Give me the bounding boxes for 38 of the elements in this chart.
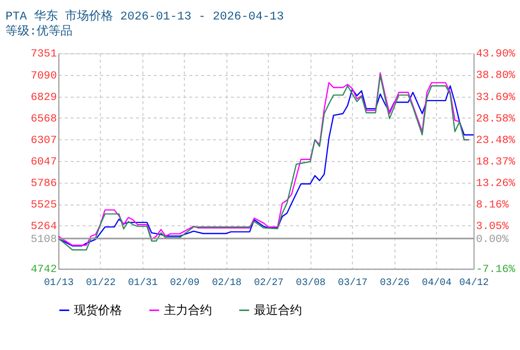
y2-tick-label: 38.80% xyxy=(476,70,516,82)
x-tick-label: 02/27 xyxy=(254,277,284,288)
chart-subtitle: 等级:优等品 xyxy=(6,24,73,38)
x-tick-label: 03/17 xyxy=(338,277,368,288)
y-tick-label: 6568 xyxy=(30,113,57,126)
x-tick-label: 02/18 xyxy=(212,277,242,288)
legend-label: 最近合约 xyxy=(254,304,302,318)
y-tick-label: 6829 xyxy=(30,92,57,104)
x-tick-label: 01/22 xyxy=(86,277,116,288)
y2-tick-label: 13.26% xyxy=(476,178,516,190)
y-tick-label: 7090 xyxy=(30,70,57,82)
y-tick-label: 7351 xyxy=(30,48,57,61)
y-tick-label: 5786 xyxy=(30,178,57,190)
y-tick-label: 6047 xyxy=(30,156,57,168)
y-tick-label: 4742 xyxy=(30,264,57,276)
legend-label: 现货价格 xyxy=(74,304,122,318)
y2-tick-label: 3.05% xyxy=(476,221,510,234)
x-tick-label: 04/04 xyxy=(422,277,452,288)
x-tick-label: 02/09 xyxy=(170,277,200,288)
y-tick-label: 5264 xyxy=(30,221,57,234)
y-tick-label: 5525 xyxy=(30,200,57,212)
x-tick-label: 04/12 xyxy=(459,277,489,288)
legend-label: 主力合约 xyxy=(164,303,212,318)
y2-tick-label: 43.90% xyxy=(476,48,516,61)
y2-tick-label: -7.16% xyxy=(476,264,516,276)
y2-tick-label: 0.00% xyxy=(476,234,510,246)
chart-title: PTA 华东 市场价格 2026-01-13 - 2026-04-13 xyxy=(6,8,284,24)
y2-tick-label: 33.69% xyxy=(476,92,516,104)
x-tick-label: 03/26 xyxy=(380,277,410,288)
y2-tick-label: 18.37% xyxy=(476,156,516,168)
y-tick-label: 6307 xyxy=(30,134,57,147)
y-tick-label: 5108 xyxy=(30,234,57,246)
x-tick-label: 01/13 xyxy=(44,277,74,288)
y2-tick-label: 23.48% xyxy=(476,134,516,147)
x-tick-label: 03/08 xyxy=(296,277,326,288)
x-tick-label: 01/31 xyxy=(128,277,158,288)
y2-tick-label: 28.58% xyxy=(476,113,516,126)
y2-tick-label: 8.16% xyxy=(476,200,510,212)
